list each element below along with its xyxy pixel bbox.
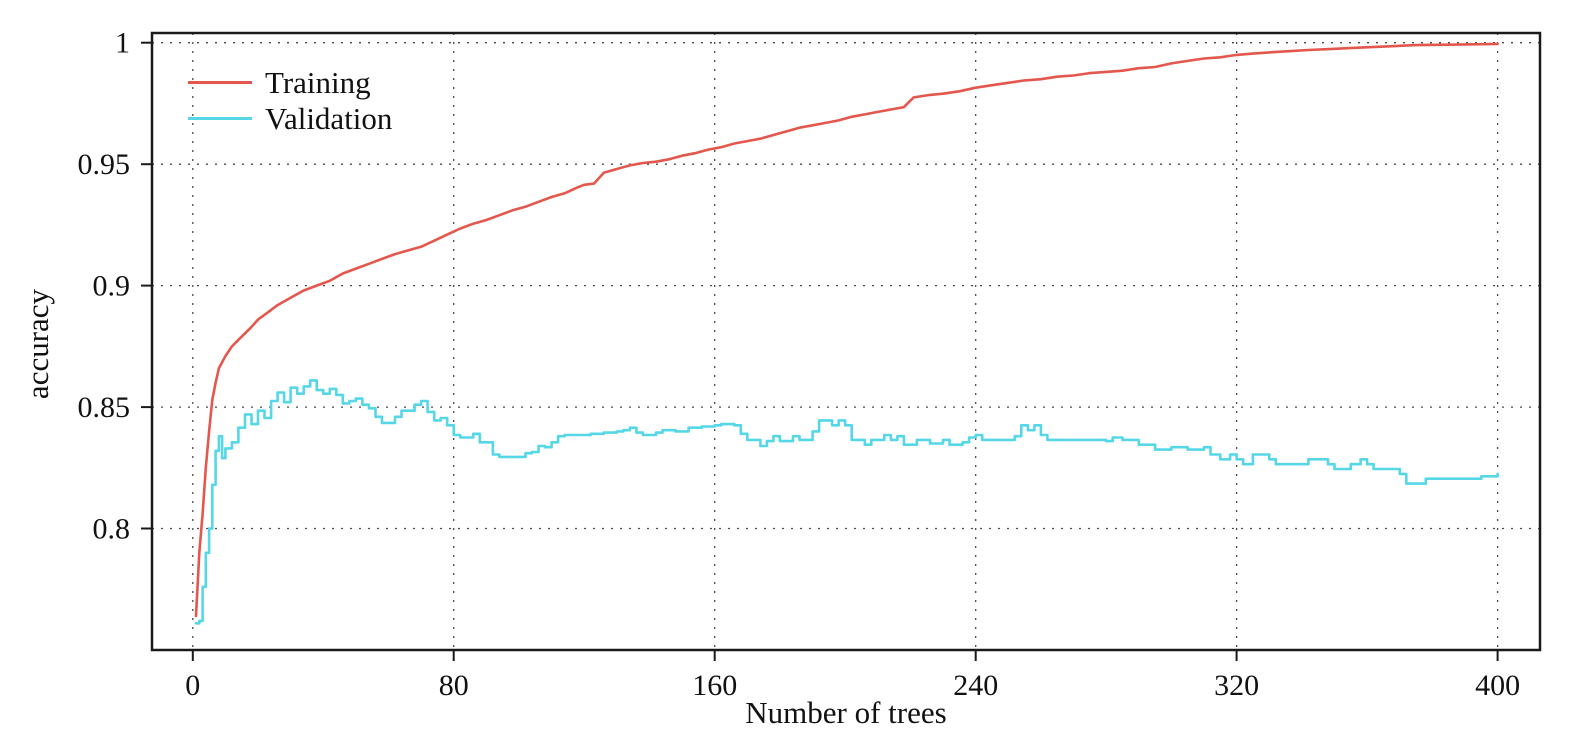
- validation-line-swatch: [188, 117, 252, 120]
- y-axis-label: accuracy: [20, 288, 55, 400]
- legend: Training Validation: [188, 66, 392, 135]
- y-tick-label: 0.8: [93, 513, 131, 546]
- y-tick-label: 0.95: [78, 148, 131, 181]
- validation-series-line: [194, 379, 1499, 625]
- training-series-line: [194, 42, 1499, 618]
- y-tick-label: 0.85: [78, 391, 131, 424]
- y-tick-label: 0.9: [93, 270, 131, 303]
- legend-entry-training: Training: [188, 66, 392, 99]
- x-tick-label: 160: [692, 669, 737, 702]
- legend-entry-validation: Validation: [188, 102, 392, 135]
- x-axis-label: Number of trees: [745, 695, 947, 730]
- y-tick-label: 1: [115, 27, 130, 60]
- legend-label-validation: Validation: [265, 101, 393, 136]
- x-tick-label: 240: [953, 669, 998, 702]
- x-tick-label: 400: [1475, 669, 1520, 702]
- plot-frame: [150, 31, 1542, 652]
- x-tick-label: 0: [185, 669, 200, 702]
- x-tick-label: 320: [1214, 669, 1259, 702]
- legend-label-training: Training: [265, 65, 371, 100]
- x-tick-label: 80: [439, 669, 469, 702]
- training-line-swatch: [188, 81, 252, 84]
